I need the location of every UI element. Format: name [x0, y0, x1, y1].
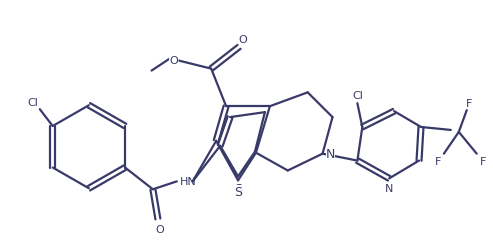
Text: F: F	[465, 99, 472, 109]
Text: N: N	[385, 184, 393, 194]
Text: Cl: Cl	[352, 91, 363, 101]
Text: O: O	[239, 35, 247, 45]
Text: HN: HN	[180, 177, 197, 186]
Text: F: F	[480, 156, 486, 166]
Text: O: O	[169, 56, 178, 66]
Text: O: O	[155, 224, 164, 234]
Text: S: S	[234, 185, 242, 198]
Text: S: S	[234, 182, 242, 195]
Text: N: N	[326, 148, 335, 160]
Text: Cl: Cl	[28, 98, 38, 108]
Text: F: F	[435, 156, 441, 166]
